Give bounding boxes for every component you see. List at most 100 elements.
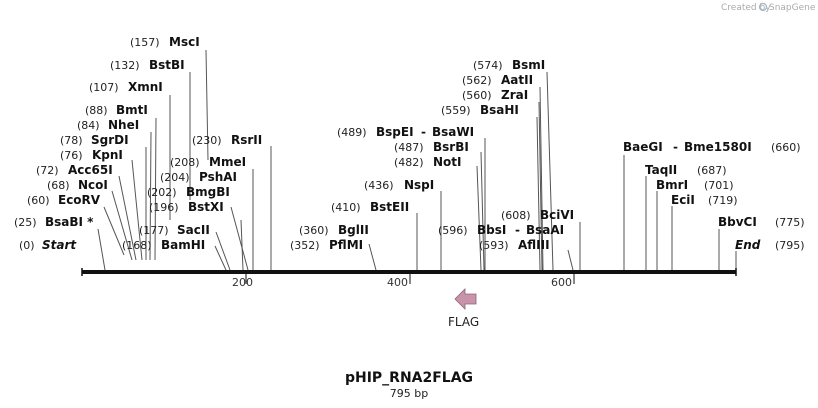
svg-text:(410): (410) (331, 201, 361, 214)
svg-text:BamHI: BamHI (161, 238, 205, 252)
svg-text:BbvCI: BbvCI (718, 215, 757, 229)
site-sgrdI[interactable]: (78) SgrDI (60, 133, 129, 147)
svg-text:-: - (673, 140, 678, 154)
svg-text:MmeI: MmeI (209, 155, 246, 169)
svg-text:BciVI: BciVI (540, 208, 574, 222)
svg-text:KpnI: KpnI (92, 148, 123, 162)
svg-text:EcoRV: EcoRV (58, 193, 101, 207)
svg-text:AatII: AatII (501, 73, 533, 87)
site-baegI-bme1580I[interactable]: BaeGI - Bme1580I (660) (623, 140, 801, 154)
site-zraI[interactable]: (560) ZraI (462, 88, 528, 102)
svg-text:(132): (132) (110, 59, 140, 72)
svg-text:BsaWI: BsaWI (432, 125, 474, 139)
svg-text:BsaHI: BsaHI (480, 103, 519, 117)
svg-text:BstEII: BstEII (370, 200, 409, 214)
site-eciI[interactable]: EciI (719) (671, 193, 738, 207)
dna-backbone (82, 270, 736, 274)
plasmid-name: pHIP_RNA2FLAG (345, 370, 473, 386)
svg-text:(230): (230) (192, 134, 222, 147)
svg-text:BstXI: BstXI (188, 200, 224, 214)
svg-text:(84): (84) (77, 119, 100, 132)
site-xmnI[interactable]: (107) XmnI (89, 80, 163, 94)
svg-text:(177): (177) (139, 224, 169, 237)
svg-text:Bme1580I: Bme1580I (684, 140, 752, 154)
flag-feature-label: FLAG (448, 315, 479, 329)
site-bcivI[interactable]: (608) BciVI (501, 208, 574, 222)
svg-text:BaeGI: BaeGI (623, 140, 663, 154)
tick-label: 200 (232, 276, 253, 289)
site-bmrI[interactable]: BmrI (701) (656, 178, 734, 192)
svg-text:(795): (795) (775, 239, 805, 252)
svg-text:PflMI: PflMI (329, 238, 363, 252)
site-bstxI[interactable]: (196) BstXI (149, 200, 224, 214)
site-ncoI[interactable]: (68) NcoI (47, 178, 108, 192)
svg-text:(559): (559) (441, 104, 471, 117)
site-bsmI[interactable]: (574) BsmI (473, 58, 545, 72)
site-sacII[interactable]: (177) SacII (139, 223, 210, 237)
site-pflmI[interactable]: (352) PflMI (290, 238, 363, 252)
svg-text:(360): (360) (299, 224, 329, 237)
site-nheI[interactable]: (84) NheI (77, 118, 139, 132)
site-aatII[interactable]: (562) AatII (462, 73, 533, 87)
svg-text:(208): (208) (170, 156, 200, 169)
svg-text:PshAI: PshAI (199, 170, 237, 184)
plasmid-length: 795 bp (390, 387, 428, 400)
site-notI[interactable]: (482) NotI (394, 155, 462, 169)
svg-text:(660): (660) (771, 141, 801, 154)
svg-text:(88): (88) (85, 104, 108, 117)
site-bamhI[interactable]: (168) BamHI (122, 238, 205, 252)
svg-text:SgrDI: SgrDI (91, 133, 129, 147)
site-rsrII[interactable]: (230) RsrII (192, 133, 262, 147)
flag-feature-arrow[interactable] (454, 288, 477, 310)
svg-text:End: End (735, 238, 761, 252)
site-end[interactable]: End (795) (735, 238, 805, 252)
site-kpnI[interactable]: (76) KpnI (60, 148, 123, 162)
svg-text:BmgBI: BmgBI (186, 185, 230, 199)
site-pshAI[interactable]: (204) PshAI (160, 170, 237, 184)
tick-label: 400 (387, 276, 408, 289)
svg-text:Start: Start (42, 238, 77, 252)
site-bsabI[interactable]: (25) BsaBI * (14, 215, 94, 229)
svg-text:(560): (560) (462, 89, 492, 102)
site-bstbI[interactable]: (132) BstBI (110, 58, 185, 72)
site-bspeI-bsawI[interactable]: (489) BspEI - BsaWI (337, 125, 474, 139)
svg-text:(701): (701) (704, 179, 734, 192)
svg-text:SacII: SacII (177, 223, 210, 237)
snapgene-logo-icon (758, 2, 768, 12)
site-bglII[interactable]: (360) BglII (299, 223, 369, 237)
svg-text:(775): (775) (775, 216, 805, 229)
svg-text:BspEI: BspEI (376, 125, 414, 139)
svg-text:(157): (157) (130, 36, 160, 49)
credit-brand: SnapGene (769, 3, 816, 13)
svg-text:BstBI: BstBI (149, 58, 185, 72)
svg-text:MscI: MscI (169, 35, 200, 49)
site-taqII[interactable]: TaqII (687) (645, 163, 727, 177)
site-bsahI[interactable]: (559) BsaHI (441, 103, 519, 117)
site-afliII[interactable]: (593) AflIII (479, 238, 550, 252)
site-bsteII[interactable]: (410) BstEII (331, 200, 409, 214)
svg-text:BmrI: BmrI (656, 178, 688, 192)
svg-text:Acc65I: Acc65I (68, 163, 113, 177)
site-mscI[interactable]: (157) MscI (130, 35, 200, 49)
site-mmeI[interactable]: (208) MmeI (170, 155, 246, 169)
site-bmgbI[interactable]: (202) BmgBI (147, 185, 230, 199)
site-acc65I[interactable]: (72) Acc65I (36, 163, 113, 177)
svg-text:-: - (421, 125, 426, 139)
site-start[interactable]: (0) Start (19, 238, 77, 252)
svg-text:NotI: NotI (433, 155, 462, 169)
site-bbvcI[interactable]: BbvCI (775) (718, 215, 805, 229)
svg-text:BsaAI: BsaAI (526, 223, 564, 237)
svg-text:NheI: NheI (108, 118, 139, 132)
site-ecorv[interactable]: (60) EcoRV (27, 193, 101, 207)
svg-text:(68): (68) (47, 179, 70, 192)
site-nspI[interactable]: (436) NspI (364, 178, 434, 192)
leader-lines (97, 49, 737, 271)
tick-label: 600 (551, 276, 572, 289)
svg-text:AflIII: AflIII (518, 238, 550, 252)
svg-text:(196): (196) (149, 201, 179, 214)
site-bbsI-bsaAI[interactable]: (596) BbsI - BsaAI (438, 223, 564, 237)
svg-text:BmtI: BmtI (116, 103, 148, 117)
svg-text:(489): (489) (337, 126, 367, 139)
site-bmtI[interactable]: (88) BmtI (85, 103, 148, 117)
site-bsrbI[interactable]: (487) BsrBI (394, 140, 469, 154)
